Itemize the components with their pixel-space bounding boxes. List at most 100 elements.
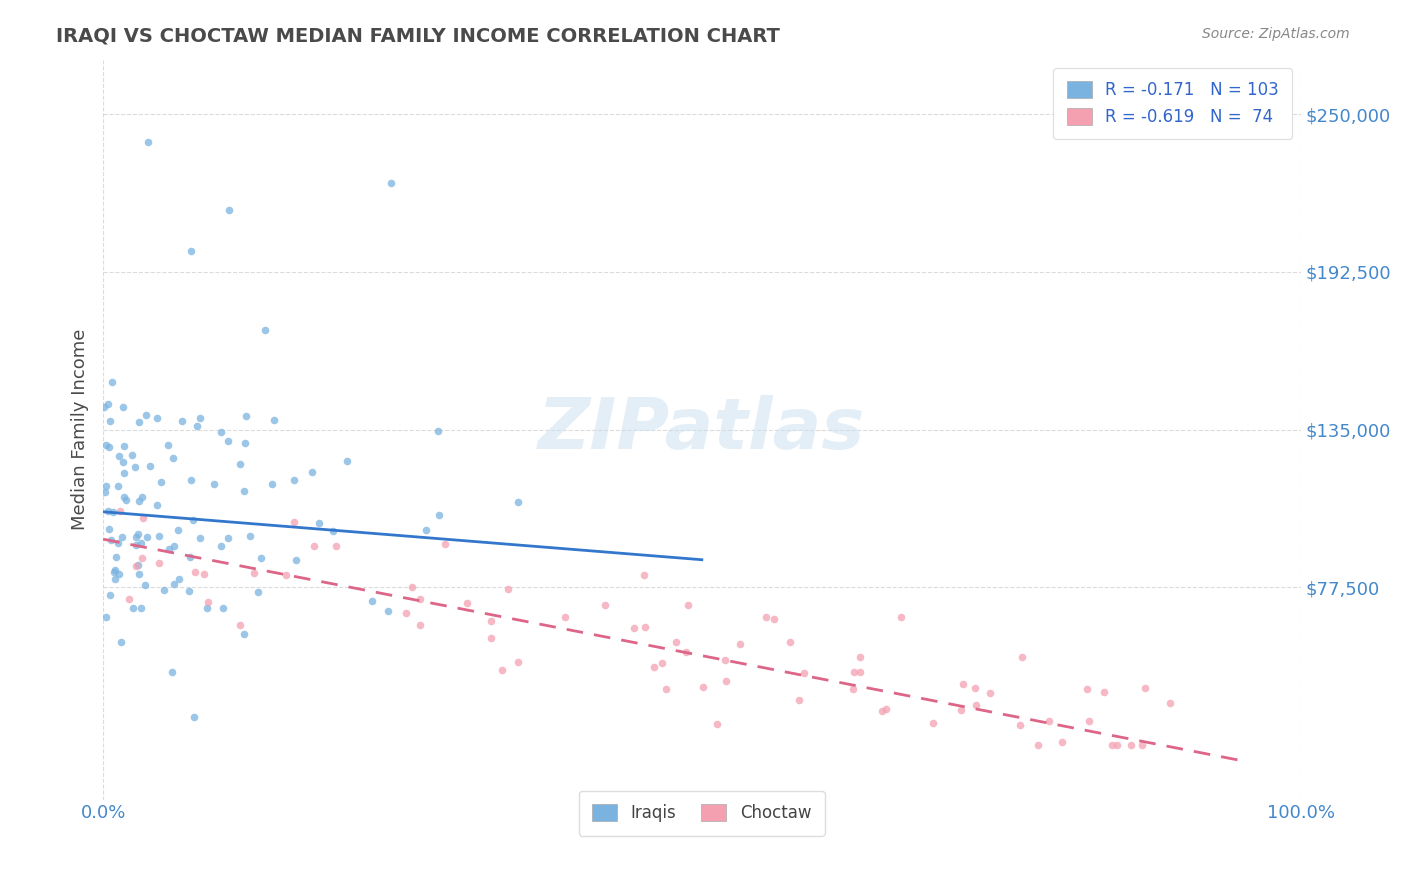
Point [124, 459, 146, 474]
Point [93, 400, 115, 414]
Point [979, 686, 1001, 700]
Point [108, 566, 131, 581]
Point [675, 645, 697, 659]
Point [496, 582, 519, 596]
Point [336, 453, 359, 467]
Point [409, 618, 432, 632]
Point [643, 659, 665, 673]
Point [283, 515, 305, 529]
Point [408, 591, 430, 606]
Point [233, 626, 256, 640]
Point [110, 634, 132, 648]
Point [127, 558, 149, 573]
Point [128, 567, 150, 582]
Point [322, 524, 344, 538]
Text: IRAQI VS CHOCTAW MEDIAN FAMILY INCOME CORRELATION CHART: IRAQI VS CHOCTAW MEDIAN FAMILY INCOME CO… [56, 27, 780, 45]
Point [633, 567, 655, 582]
Point [433, 537, 456, 551]
Point [263, 413, 285, 427]
Point [111, 400, 134, 414]
Point [128, 415, 150, 429]
Point [136, 135, 159, 149]
Point [692, 680, 714, 694]
Point [262, 477, 284, 491]
Point [952, 677, 974, 691]
Point [401, 580, 423, 594]
Point [112, 466, 135, 480]
Point [716, 673, 738, 688]
Point [197, 595, 219, 609]
Point [728, 637, 751, 651]
Point [890, 610, 912, 624]
Point [107, 479, 129, 493]
Point [211, 601, 233, 615]
Point [1133, 681, 1156, 695]
Point [1010, 718, 1032, 732]
Point [676, 598, 699, 612]
Point [111, 530, 134, 544]
Point [755, 610, 778, 624]
Point [188, 410, 211, 425]
Point [188, 531, 211, 545]
Point [184, 565, 207, 579]
Point [283, 473, 305, 487]
Point [360, 594, 382, 608]
Point [163, 577, 186, 591]
Point [162, 451, 184, 466]
Point [706, 717, 728, 731]
Point [97, 397, 120, 411]
Point [217, 531, 239, 545]
Point [1101, 738, 1123, 752]
Point [253, 323, 276, 337]
Point [163, 539, 186, 553]
Point [121, 448, 143, 462]
Point [302, 539, 325, 553]
Point [96, 437, 118, 451]
Point [1130, 738, 1153, 752]
Point [848, 665, 870, 679]
Point [479, 614, 502, 628]
Point [108, 504, 131, 518]
Point [202, 477, 225, 491]
Point [1011, 650, 1033, 665]
Point [181, 513, 204, 527]
Point [235, 409, 257, 424]
Point [131, 551, 153, 566]
Point [508, 495, 530, 509]
Point [870, 704, 893, 718]
Point [170, 414, 193, 428]
Point [104, 572, 127, 586]
Point [135, 409, 157, 423]
Point [651, 656, 673, 670]
Point [949, 702, 972, 716]
Point [97, 504, 120, 518]
Point [308, 516, 330, 530]
Point [250, 550, 273, 565]
Point [922, 715, 945, 730]
Point [183, 710, 205, 724]
Point [104, 549, 127, 564]
Point [179, 549, 201, 564]
Point [98, 440, 121, 454]
Point [108, 449, 131, 463]
Point [101, 375, 124, 389]
Point [125, 559, 148, 574]
Point [101, 505, 124, 519]
Point [1076, 681, 1098, 696]
Point [132, 511, 155, 525]
Point [97, 522, 120, 536]
Point [247, 585, 270, 599]
Text: Source: ZipAtlas.com: Source: ZipAtlas.com [1202, 27, 1350, 41]
Point [284, 553, 307, 567]
Point [842, 681, 865, 696]
Point [157, 438, 180, 452]
Point [415, 523, 437, 537]
Point [125, 530, 148, 544]
Y-axis label: Median Family Income: Median Family Income [72, 329, 89, 530]
Point [426, 424, 449, 438]
Point [104, 563, 127, 577]
Point [209, 425, 232, 440]
Point [1052, 735, 1074, 749]
Point [479, 631, 502, 645]
Point [233, 436, 256, 450]
